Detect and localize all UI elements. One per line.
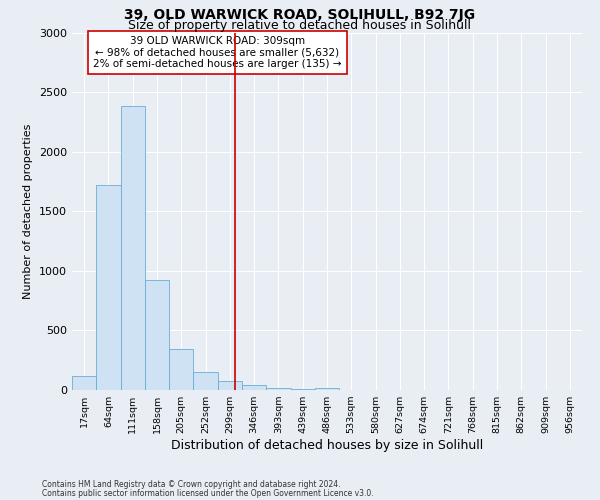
Bar <box>218 381 242 390</box>
Text: Size of property relative to detached houses in Solihull: Size of property relative to detached ho… <box>128 18 472 32</box>
Text: 39, OLD WARWICK ROAD, SOLIHULL, B92 7JG: 39, OLD WARWICK ROAD, SOLIHULL, B92 7JG <box>124 8 476 22</box>
Bar <box>242 385 266 390</box>
Text: Contains HM Land Registry data © Crown copyright and database right 2024.: Contains HM Land Registry data © Crown c… <box>42 480 341 489</box>
Y-axis label: Number of detached properties: Number of detached properties <box>23 124 34 299</box>
X-axis label: Distribution of detached houses by size in Solihull: Distribution of detached houses by size … <box>171 439 483 452</box>
Bar <box>121 106 145 390</box>
Text: Contains public sector information licensed under the Open Government Licence v3: Contains public sector information licen… <box>42 488 374 498</box>
Bar <box>169 350 193 390</box>
Bar <box>72 376 96 390</box>
Text: 39 OLD WARWICK ROAD: 309sqm
← 98% of detached houses are smaller (5,632)
2% of s: 39 OLD WARWICK ROAD: 309sqm ← 98% of det… <box>93 36 341 70</box>
Bar <box>145 280 169 390</box>
Bar <box>315 388 339 390</box>
Bar <box>266 388 290 390</box>
Bar <box>193 372 218 390</box>
Bar <box>96 185 121 390</box>
